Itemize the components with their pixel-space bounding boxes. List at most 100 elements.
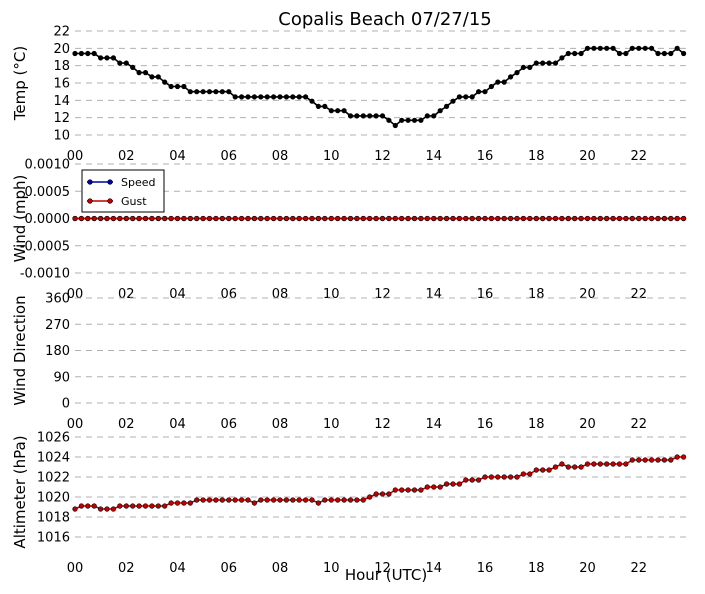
data-point — [373, 491, 379, 497]
data-point — [527, 215, 533, 222]
data-point — [239, 497, 245, 503]
data-point — [97, 506, 104, 512]
data-point — [335, 215, 341, 222]
x-tick-label: 10 — [323, 149, 340, 164]
data-point — [629, 215, 635, 222]
data-point — [104, 506, 110, 512]
data-point — [309, 98, 315, 104]
data-point — [648, 457, 655, 463]
x-tick-label: 16 — [477, 417, 494, 432]
data-point — [559, 215, 565, 222]
x-tick-label: 08 — [272, 561, 289, 576]
data-point — [360, 497, 366, 503]
data-point — [610, 461, 616, 467]
data-point — [213, 497, 219, 503]
data-point — [232, 94, 238, 100]
data-point — [110, 215, 116, 222]
x-tick-label: 16 — [477, 149, 494, 164]
x-tick-label: 08 — [272, 417, 289, 432]
data-point — [469, 94, 475, 100]
data-point — [476, 215, 482, 222]
data-point — [290, 215, 296, 222]
x-tick-label: 12 — [374, 149, 391, 164]
data-point — [200, 215, 206, 222]
x-tick-label: 02 — [118, 561, 135, 576]
data-point — [142, 69, 149, 76]
legend-label: Gust — [121, 195, 147, 208]
data-point — [162, 503, 168, 509]
data-point — [597, 215, 603, 222]
data-point — [411, 117, 418, 123]
data-point — [123, 215, 129, 222]
data-point — [655, 215, 661, 222]
y-tick-label: 180 — [45, 344, 70, 359]
data-point — [110, 506, 116, 512]
y-axis-label: Wind Direction — [11, 295, 29, 405]
data-point — [482, 89, 488, 95]
data-point — [572, 50, 578, 57]
data-point — [450, 481, 456, 487]
data-point — [283, 215, 290, 222]
data-point — [130, 503, 136, 509]
data-point — [476, 477, 482, 483]
data-point — [354, 113, 360, 119]
data-point — [181, 215, 187, 222]
data-point — [661, 457, 668, 463]
x-tick-label: 02 — [118, 287, 135, 302]
legend-marker — [87, 179, 93, 185]
data-point — [463, 215, 469, 222]
data-point — [444, 481, 450, 487]
data-point — [187, 215, 193, 222]
data-point — [174, 83, 181, 90]
y-axis-label: Altimeter (hPa) — [11, 435, 29, 548]
data-point — [168, 83, 174, 90]
data-point — [271, 94, 277, 100]
data-point — [399, 215, 405, 222]
x-tick-label: 22 — [630, 561, 647, 576]
x-tick-label: 22 — [630, 287, 647, 302]
y-tick-label: 1018 — [37, 511, 70, 526]
data-point — [149, 74, 155, 80]
y-tick-label: 0.0010 — [25, 158, 71, 173]
data-point — [219, 215, 225, 222]
data-point — [636, 215, 642, 222]
y-tick-label: 360 — [45, 292, 70, 307]
data-point — [546, 60, 552, 66]
data-point — [162, 79, 168, 85]
x-tick-label: 04 — [169, 149, 186, 164]
data-point — [296, 215, 302, 222]
x-tick-label: 10 — [323, 561, 340, 576]
x-tick-label: 18 — [528, 417, 545, 432]
x-tick-label: 04 — [169, 561, 186, 576]
data-point — [508, 474, 514, 480]
x-tick-label: 10 — [323, 287, 340, 302]
data-point — [552, 215, 559, 222]
data-point — [155, 215, 161, 222]
y-tick-label: 1022 — [37, 471, 70, 486]
data-point — [85, 215, 91, 222]
data-point — [680, 454, 687, 460]
data-point — [540, 467, 546, 473]
x-tick-label: 06 — [220, 149, 237, 164]
data-point — [565, 215, 571, 222]
data-point — [623, 215, 629, 222]
x-tick-label: 06 — [220, 561, 237, 576]
data-point — [162, 215, 168, 222]
data-point — [277, 94, 283, 100]
x-axis-label: Hour (UTC) — [345, 566, 427, 584]
data-point — [520, 215, 527, 222]
data-point — [450, 215, 456, 222]
data-point — [283, 94, 290, 100]
data-point — [315, 215, 322, 222]
data-point — [379, 215, 386, 222]
data-point — [616, 461, 623, 467]
x-tick-label: 22 — [630, 149, 647, 164]
data-point — [552, 60, 559, 66]
data-point — [674, 454, 680, 460]
data-point — [463, 477, 469, 483]
data-point — [315, 103, 322, 109]
data-point — [540, 60, 546, 66]
x-tick-label: 00 — [67, 561, 84, 576]
data-point — [520, 64, 527, 70]
